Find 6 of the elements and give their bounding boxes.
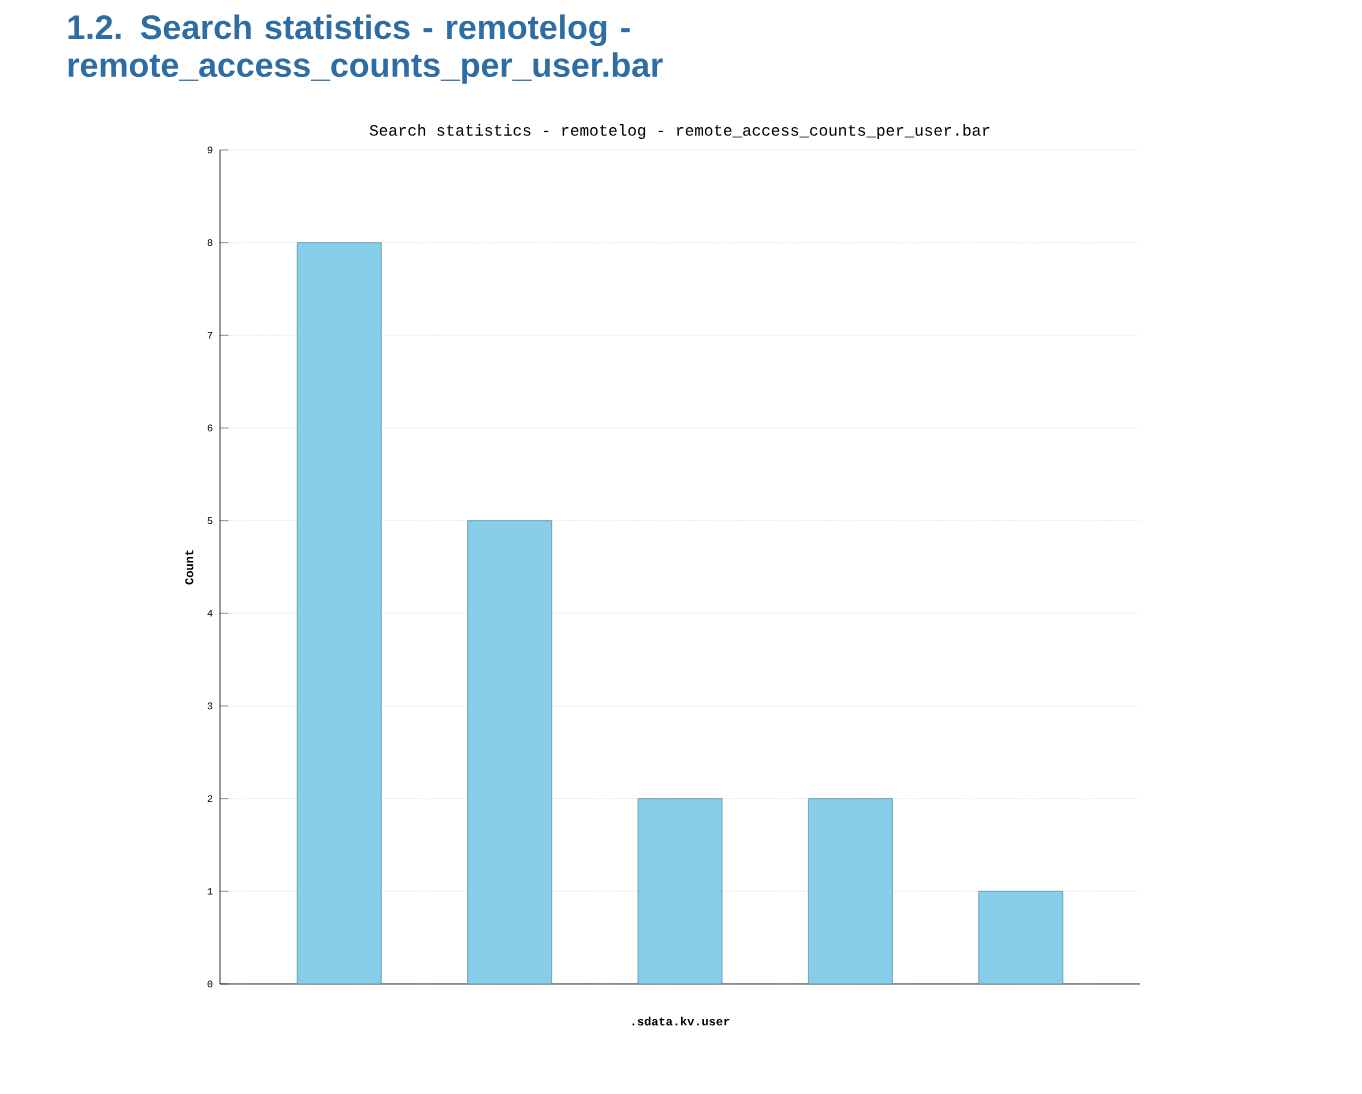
- bar: [467, 520, 553, 984]
- bar: [296, 242, 382, 984]
- bar: [637, 798, 723, 984]
- bar: [807, 798, 893, 984]
- bar: [978, 890, 1064, 984]
- chart-title: 1.2. Search statistics - remotelog - remote_access_counts_per_user.bar: [68, 14, 663, 84]
